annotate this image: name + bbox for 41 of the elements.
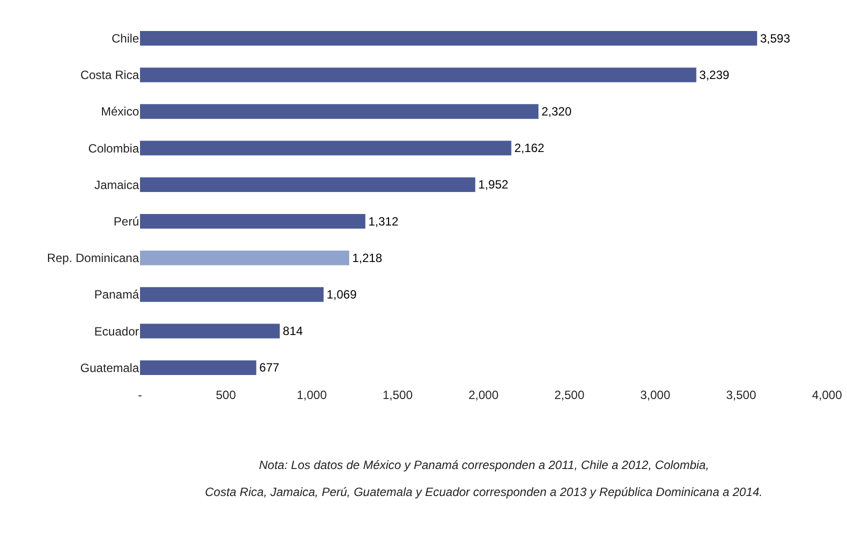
data-label: 1,218 [352, 250, 383, 265]
y-tick-label: Chile [112, 32, 140, 46]
y-tick-label: Ecuador [94, 324, 139, 338]
data-label: 3,593 [760, 31, 790, 46]
bar [140, 287, 324, 302]
data-label: 2,162 [514, 141, 545, 156]
data-label: 3,239 [699, 68, 730, 82]
data-label: 1,952 [478, 178, 509, 192]
bar [140, 104, 538, 119]
text: Nota: Los datos de México y Panamá corresponden a 2011, Chile a 2012, Colombia, [259, 458, 710, 472]
y-tick-label: Panamá [94, 288, 140, 302]
text: Costa Rica, Jamaica, Perú, Guatemala y Ecuador corresponden a 2013 y República Dominicana a 2014. [205, 485, 763, 499]
data-label: 1,069 [326, 288, 357, 302]
x-tick-label: 2,000 [468, 388, 499, 402]
y-tick-label: Jamaica [94, 178, 140, 192]
y-tick-label: Rep. Dominicana [46, 251, 140, 266]
y-tick-label: Costa Rica [80, 68, 140, 82]
x-tick-label: 3,000 [640, 388, 671, 402]
y-tick-label: Colombia [88, 141, 140, 156]
bar [140, 324, 280, 338]
data-label: 2,320 [541, 104, 572, 118]
x-tick-label: 1,000 [296, 388, 328, 402]
x-tick-label: 3,500 [726, 388, 756, 402]
bar [140, 214, 366, 229]
y-tick-label: Guatemala [80, 360, 140, 375]
data-label: 814 [282, 324, 304, 338]
y-tick-label: México [100, 104, 140, 119]
x-tick-label: 1,500 [382, 388, 413, 402]
y-tick-label: Perú [114, 214, 139, 228]
x-tick-label: 500 [216, 388, 236, 402]
bar [140, 360, 256, 376]
data-label: 1,312 [368, 214, 399, 228]
bar [140, 140, 512, 156]
x-tick-label: - [138, 388, 142, 402]
bar [140, 177, 476, 192]
bar [140, 30, 758, 46]
data-label: 677 [259, 360, 280, 375]
bar [140, 250, 350, 266]
x-tick-label: 4,000 [812, 388, 842, 402]
x-tick-label: 2,500 [554, 388, 585, 402]
bar [140, 68, 696, 82]
